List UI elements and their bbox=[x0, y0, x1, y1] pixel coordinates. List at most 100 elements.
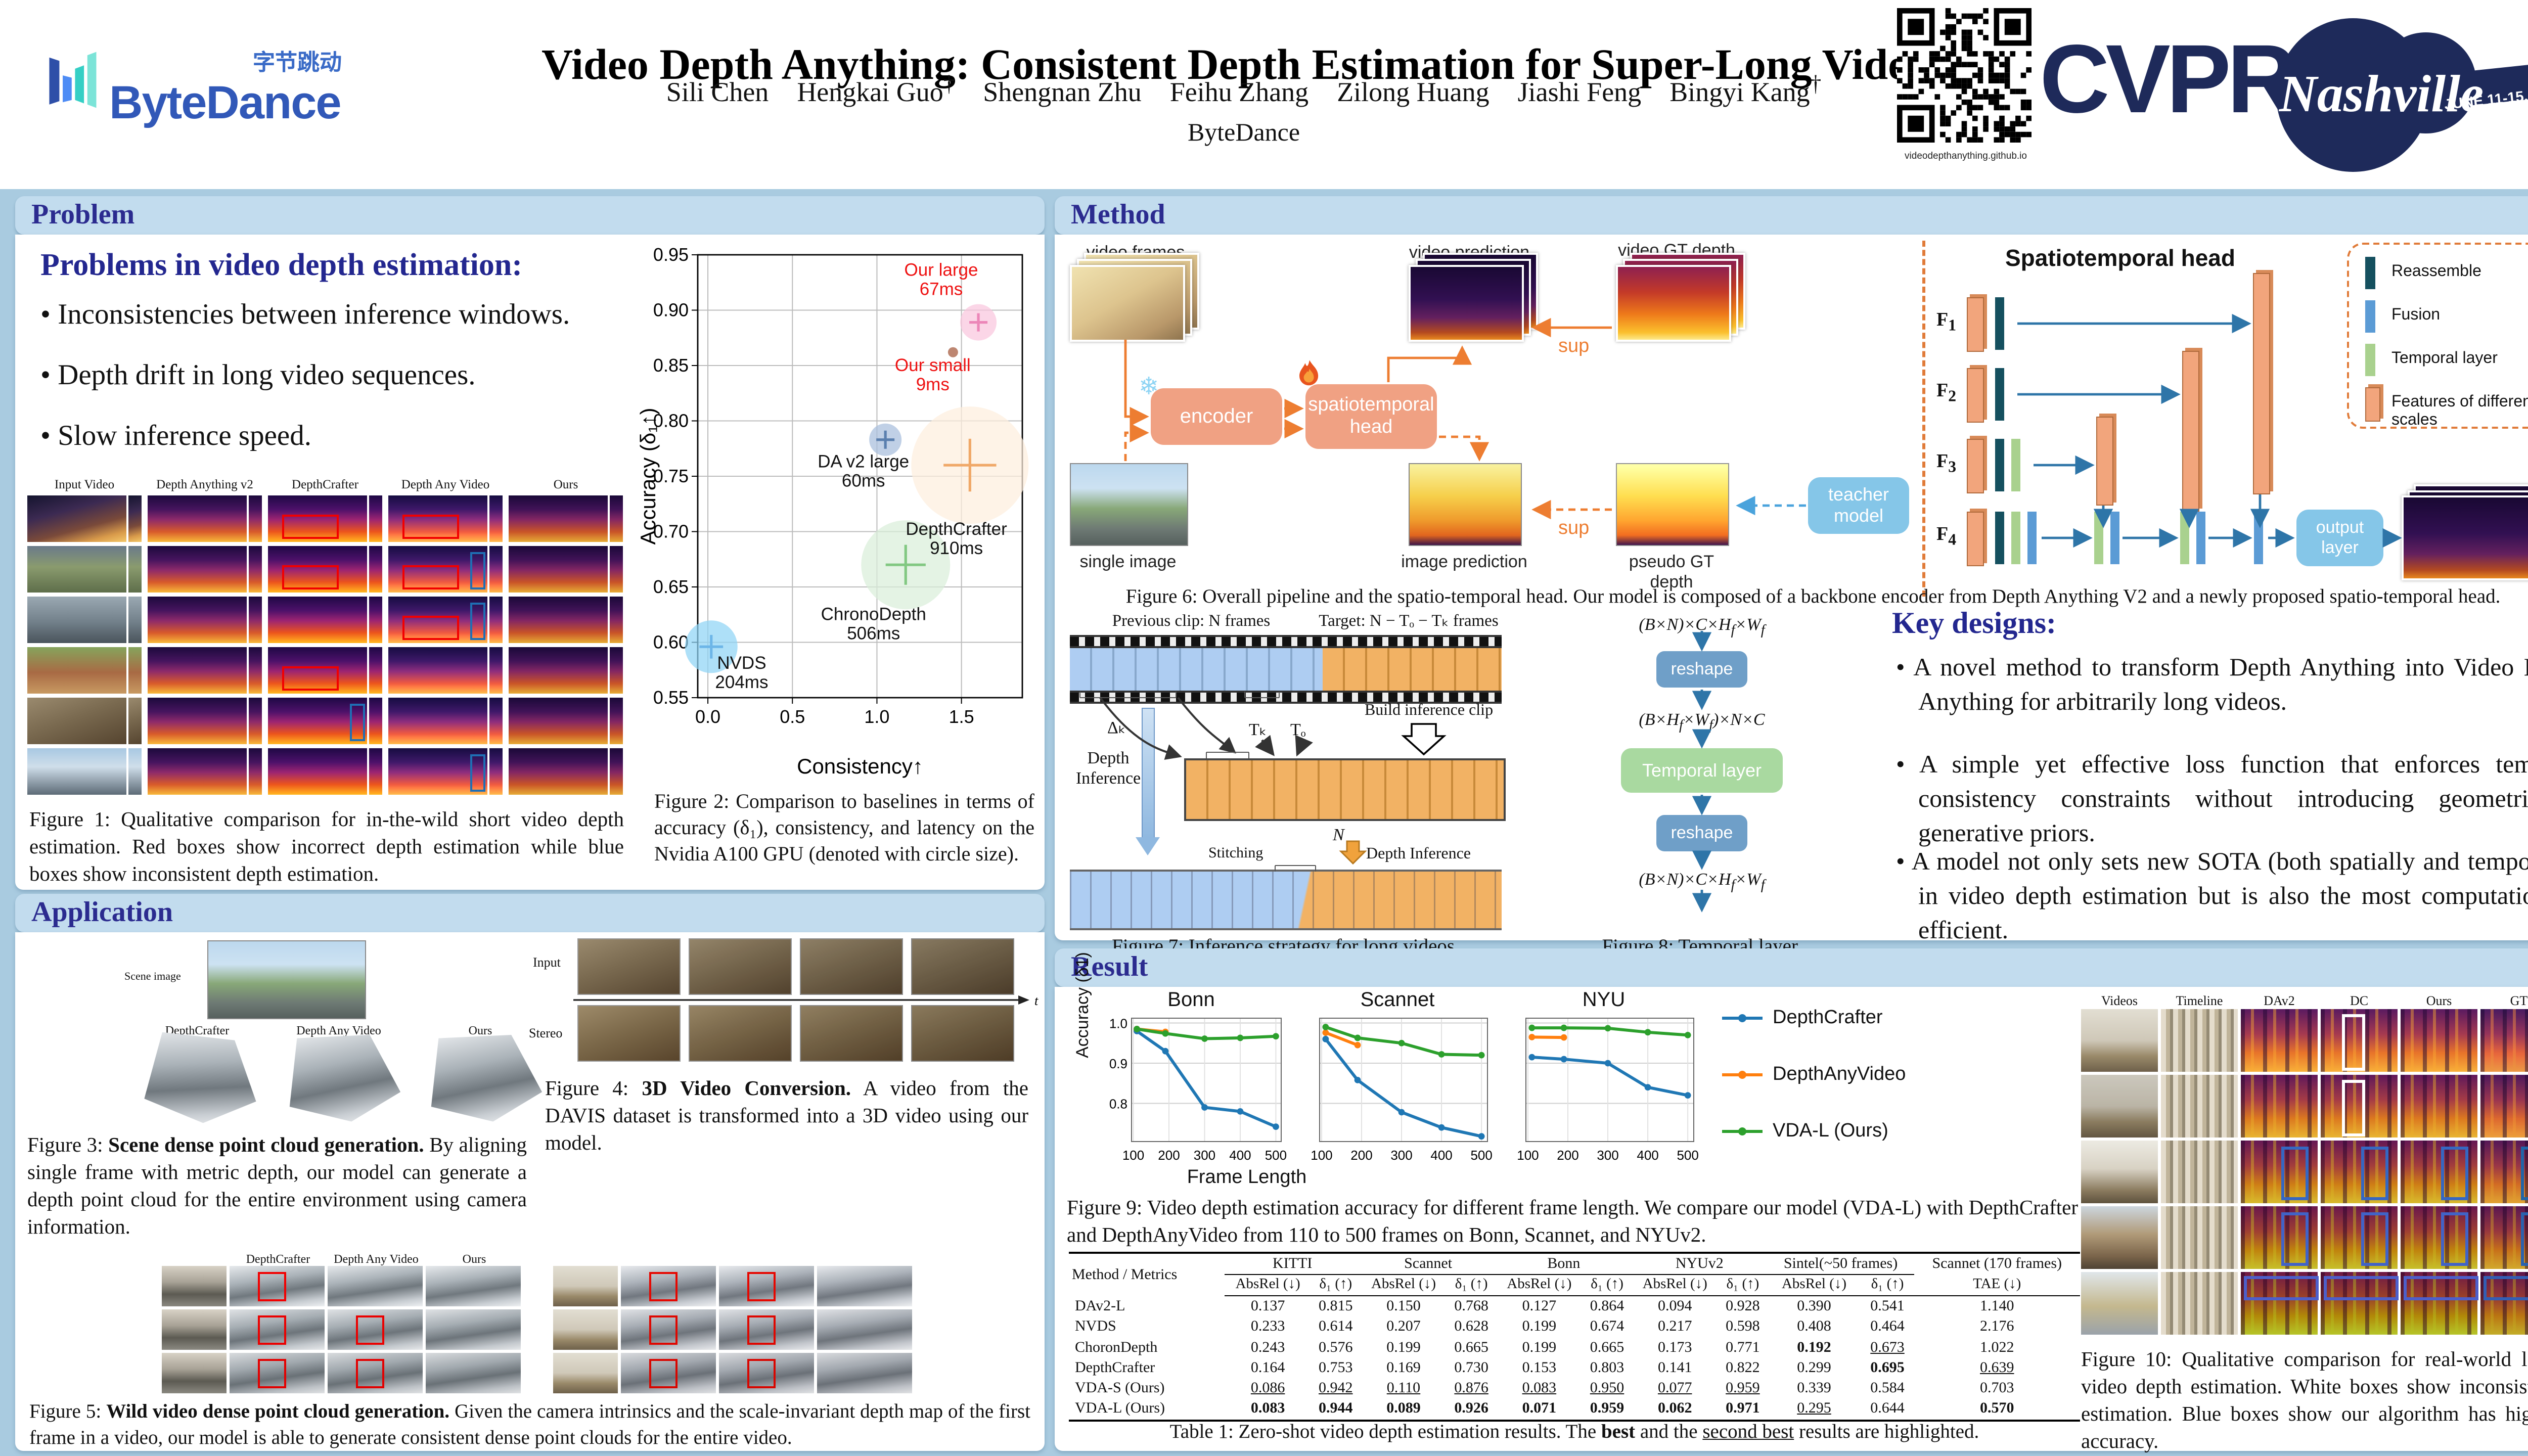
fig1-column-header: Input Video bbox=[54, 477, 115, 491]
table-method: ChoronDepth bbox=[1075, 1339, 1158, 1356]
svg-text:200: 200 bbox=[1557, 1148, 1578, 1163]
fig1-cell bbox=[388, 546, 503, 593]
st-head-temporal-bar bbox=[2011, 512, 2020, 564]
problem-bullet: Depth drift in long video sequences. bbox=[40, 360, 475, 392]
svg-text:1.0: 1.0 bbox=[1109, 1016, 1127, 1031]
key-designs-bullet: • A model not only sets new SOTA (both s… bbox=[1896, 848, 2528, 944]
fig9-legend-item: DepthCrafter bbox=[1722, 1007, 1906, 1029]
fig8-reshape-box-1: reshape bbox=[1656, 651, 1747, 688]
table-value: 0.077 bbox=[1657, 1380, 1692, 1397]
table-value: 0.217 bbox=[1657, 1318, 1692, 1335]
fig5-red-box bbox=[649, 1359, 678, 1388]
fig2-scatter-chart: 0.0 0.5 1.0 1.5 0.55 0.60 0.65 0.70 0.75… bbox=[637, 244, 1029, 778]
fig1-column-header: DepthCrafter bbox=[292, 477, 358, 491]
author: Zilong Huang bbox=[1337, 77, 1489, 107]
key-designs-heading: Key designs: bbox=[1892, 607, 2057, 640]
table-value: 0.089 bbox=[1386, 1400, 1421, 1417]
svg-text:0.65: 0.65 bbox=[653, 576, 689, 597]
svg-text:300: 300 bbox=[1597, 1148, 1618, 1163]
fig5-photo bbox=[162, 1353, 227, 1393]
fig1-cell bbox=[388, 748, 503, 795]
st-head-legend-label: Fusion bbox=[2391, 306, 2441, 324]
fig1-slice bbox=[369, 698, 382, 744]
svg-text:0.75: 0.75 bbox=[653, 466, 689, 486]
fig5-red-box bbox=[356, 1315, 384, 1345]
table-value: 0.928 bbox=[1726, 1298, 1760, 1314]
fig1-slice bbox=[610, 546, 623, 593]
table-value: 0.299 bbox=[1797, 1359, 1831, 1376]
fig4-frame bbox=[800, 1005, 903, 1062]
table-value: 0.730 bbox=[1454, 1359, 1488, 1376]
fig10-blue-box bbox=[2404, 1276, 2479, 1301]
fig1-slice bbox=[369, 748, 382, 795]
svg-text:1.5: 1.5 bbox=[949, 706, 974, 727]
fig9-chart-svg: 100 200 300 400 500 bbox=[1311, 1018, 1493, 1163]
table-subheader: δ₁ (↑) bbox=[1447, 1275, 1496, 1296]
table-row: DepthCrafter 0.164 0.753 0.169 0.730 0.153 0.8… bbox=[1069, 1358, 2080, 1379]
bytedance-logo-wordmark: ByteDance bbox=[109, 76, 342, 128]
table-value: 0.199 bbox=[1522, 1318, 1557, 1335]
fig5-grid bbox=[162, 1266, 912, 1393]
svg-text:0.5: 0.5 bbox=[780, 706, 805, 727]
table-method: NVDS bbox=[1075, 1318, 1116, 1335]
st-head-f-label: F1 bbox=[1936, 309, 1957, 335]
fig10-column-header: DAv2 bbox=[2264, 993, 2295, 1008]
fig10-cell bbox=[2081, 1141, 2158, 1203]
qr-block: videodepthanything.github.io bbox=[1897, 8, 2035, 162]
fig9-chart-title: Scannet bbox=[1360, 989, 1435, 1011]
fig4-frame bbox=[689, 938, 792, 995]
fig1-thumb bbox=[27, 698, 126, 744]
table-value: 0.243 bbox=[1250, 1339, 1285, 1356]
svg-text:200: 200 bbox=[1350, 1148, 1372, 1163]
author: Shengnan Zhu bbox=[983, 77, 1142, 107]
table-row: ChoronDepth 0.243 0.576 0.199 0.665 0.199 0.66… bbox=[1069, 1337, 2080, 1358]
fig1-slice bbox=[128, 495, 142, 542]
table-value: 0.083 bbox=[1250, 1400, 1285, 1417]
fig5-pointcloud bbox=[426, 1266, 521, 1306]
fig8-temporal-layer-box: Temporal layer bbox=[1621, 748, 1783, 793]
fig1-cell bbox=[148, 597, 262, 643]
cvpr-logo: CVPR Nashville JUNE 11-15, 2025 bbox=[2038, 2, 2528, 184]
fig1-slice bbox=[249, 748, 262, 795]
bytedance-logo-icon bbox=[49, 52, 97, 108]
fig5-red-box bbox=[747, 1359, 776, 1388]
fig10-cell bbox=[2321, 1009, 2398, 1072]
table-subheader: AbsRel (↓) bbox=[1225, 1275, 1312, 1296]
section-result-body: Accuracy (δ1) Bonn 100 200 300 400 500 0.8 0.9 1… bbox=[1055, 952, 2528, 1452]
fig10-blue-box bbox=[2361, 1147, 2388, 1201]
fig10-column-header: Videos bbox=[2101, 993, 2138, 1008]
table-method: DepthCrafter bbox=[1075, 1359, 1155, 1376]
fig10-column-header: Ours bbox=[2426, 993, 2452, 1008]
fig9-charts: Bonn 100 200 300 400 500 0.8 0.9 1.0 Scannet 100 20… bbox=[1095, 989, 1700, 1169]
st-head-temporal-bar bbox=[2180, 512, 2189, 564]
fig1-slice bbox=[610, 748, 623, 795]
fig1-thumb bbox=[148, 748, 247, 795]
fig5-photo bbox=[553, 1309, 618, 1350]
fig1-thumb bbox=[268, 495, 367, 542]
table-subheader: AbsRel (↓) bbox=[1632, 1275, 1719, 1296]
fig4-frame bbox=[577, 1005, 681, 1062]
table-value: 1.140 bbox=[1980, 1298, 2014, 1314]
svg-text:400: 400 bbox=[1637, 1148, 1658, 1163]
fig10-blue-box bbox=[2484, 1276, 2528, 1301]
table-group-header: Scannet bbox=[1360, 1253, 1496, 1276]
fig1-cell bbox=[509, 698, 623, 744]
fig1-slice bbox=[249, 495, 262, 542]
st-head-reassemble-bar bbox=[1995, 368, 2004, 421]
fig7-stitching-label: Stitching bbox=[1208, 845, 1263, 861]
st-head-title: Spatiotemporal head bbox=[2005, 245, 2235, 271]
section-application: Application Scene image DepthCrafter Dept… bbox=[15, 894, 1045, 1451]
table-value: 0.598 bbox=[1726, 1318, 1760, 1335]
fig1-thumb bbox=[509, 698, 608, 744]
svg-text:0.80: 0.80 bbox=[653, 411, 689, 431]
table-method: VDA-L (Ours) bbox=[1075, 1400, 1165, 1417]
fig7-prev-label: Previous clip: N frames bbox=[1112, 611, 1271, 630]
fig4-time-axis: t bbox=[573, 993, 1039, 1008]
fig5-pointcloud bbox=[230, 1266, 325, 1306]
table-row: DAv2-L 0.137 0.815 0.150 0.768 0.127 0.864 0.09… bbox=[1069, 1296, 2080, 1317]
fig10-cell bbox=[2321, 1075, 2398, 1138]
bytedance-logo-cn: 字节跳动 bbox=[253, 50, 342, 75]
st-head-fusion-bar bbox=[2254, 512, 2263, 564]
fig10-cell bbox=[2401, 1075, 2477, 1138]
svg-text:400: 400 bbox=[1229, 1148, 1251, 1163]
